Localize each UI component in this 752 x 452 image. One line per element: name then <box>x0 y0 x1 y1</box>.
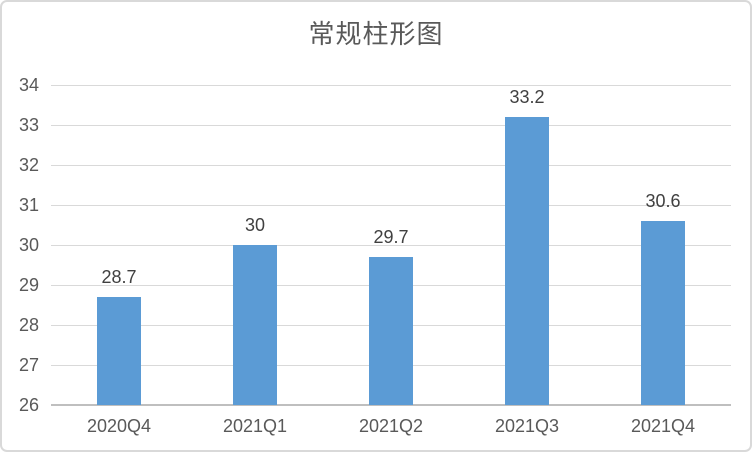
y-axis-tick-label: 30 <box>18 235 39 255</box>
x-axis-category-label: 2021Q2 <box>358 416 424 436</box>
gridline <box>51 165 731 166</box>
x-axis-category-label: 2021Q1 <box>222 416 288 436</box>
y-axis-tick-label: 33 <box>18 115 39 135</box>
y-axis-tick-label: 32 <box>18 155 39 175</box>
bar-data-label: 28.7 <box>101 267 137 287</box>
y-axis-tick-label: 27 <box>18 355 39 375</box>
bar-data-label: 30 <box>244 215 266 235</box>
y-axis-tick-label: 29 <box>18 275 39 295</box>
y-axis-tick-label: 34 <box>18 75 39 95</box>
bar-data-label: 30.6 <box>645 191 681 211</box>
y-axis-tick-label: 28 <box>18 315 39 335</box>
x-axis-category-label: 2020Q4 <box>86 416 152 436</box>
x-axis-line <box>51 404 731 406</box>
x-axis-category-label: 2021Q3 <box>494 416 560 436</box>
gridline <box>51 205 731 206</box>
y-axis-tick-label: 26 <box>18 395 39 415</box>
y-axis-tick-label: 31 <box>18 195 39 215</box>
chart-title: 常规柱形图 <box>308 19 444 49</box>
bar-data-label: 29.7 <box>373 227 409 247</box>
gridline <box>51 125 731 126</box>
gridline <box>51 245 731 246</box>
bar <box>369 257 413 405</box>
bar <box>641 221 685 405</box>
bar <box>97 297 141 405</box>
gridline <box>51 85 731 86</box>
bar-data-label: 33.2 <box>509 87 545 107</box>
bar <box>505 117 549 405</box>
x-axis-category-label: 2021Q4 <box>630 416 696 436</box>
bar <box>233 245 277 405</box>
